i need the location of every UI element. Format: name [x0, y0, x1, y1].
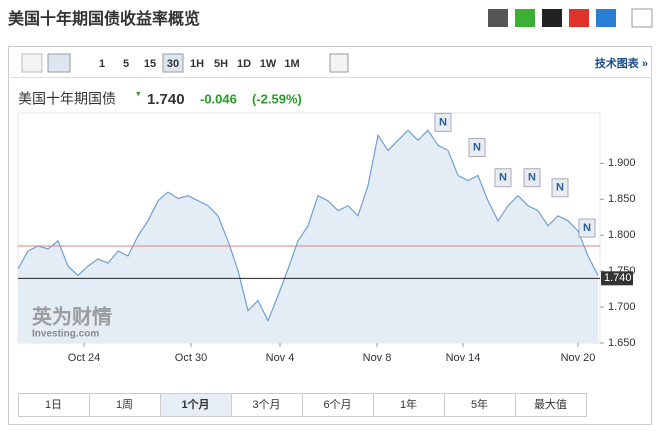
interval-button[interactable]: 1H — [190, 58, 204, 70]
y-tick-label: 1.850 — [608, 193, 636, 205]
y-tick-label: 1.800 — [608, 229, 636, 241]
x-tick-label: Nov 4 — [266, 352, 295, 364]
interval-button[interactable]: 5 — [123, 58, 129, 70]
range-tab-label: 3个月 — [252, 398, 280, 411]
weibo-icon[interactable] — [569, 9, 589, 27]
news-marker-label: N — [583, 222, 591, 234]
star-icon[interactable] — [596, 9, 616, 27]
news-marker[interactable] — [551, 178, 569, 198]
range-tab-label: 1个月 — [181, 397, 209, 411]
area — [18, 130, 598, 343]
news-marker-label: N — [439, 116, 447, 128]
line-button[interactable] — [47, 53, 71, 73]
down-arrow: ▾ — [136, 88, 141, 98]
range-tab-label: 1日 — [45, 399, 62, 411]
quote-change: -0.046 — [200, 91, 237, 106]
wechat-icon[interactable] — [515, 9, 535, 27]
tech-chart-link[interactable]: 技术图表 » — [595, 56, 648, 70]
news-marker-label: N — [473, 141, 481, 153]
x-tick-label: Nov 8 — [363, 352, 392, 364]
quote-change-pct: (-2.59%) — [252, 91, 302, 106]
news-marker-label: N — [499, 172, 507, 184]
frame — [8, 46, 652, 425]
news-marker[interactable] — [434, 112, 452, 132]
share-icons[interactable] — [488, 8, 653, 28]
interval-selected — [162, 53, 184, 73]
title: 美国十年期国债收益率概览 — [8, 9, 200, 28]
last-price-label: 1.740 — [604, 272, 632, 284]
range-tab[interactable] — [515, 393, 587, 417]
interval-button[interactable]: 1W — [260, 58, 277, 70]
range-tab-label: 1周 — [116, 398, 133, 411]
mail-icon[interactable] — [488, 9, 508, 27]
range-tab-label: 6个月 — [323, 398, 351, 411]
logo-site: Investing.com — [32, 329, 99, 340]
y-tick-label: 1.650 — [608, 337, 636, 349]
quote-name: 美国十年期国债 — [18, 91, 116, 107]
news-marker[interactable] — [494, 168, 512, 188]
qq-icon[interactable] — [542, 9, 562, 27]
news-marker-label: N — [528, 172, 536, 184]
news-marker[interactable] — [578, 218, 596, 238]
news-marker[interactable] — [468, 138, 486, 158]
range-tab-label: 5年 — [471, 397, 488, 411]
price-line — [17, 129, 599, 323]
interval-button[interactable]: 5H — [214, 58, 228, 70]
x-tick-label: Oct 24 — [68, 352, 100, 364]
y-tick-label: 1.700 — [608, 301, 636, 313]
info-icon[interactable] — [631, 8, 653, 28]
logo: 英为财情 — [32, 304, 112, 328]
interval-button[interactable]: 1D — [237, 58, 251, 70]
x-tick-label: Nov 20 — [561, 352, 596, 364]
y-tick-label: 1.900 — [608, 157, 636, 169]
x-tick-label: Oct 30 — [175, 352, 207, 364]
interval-button[interactable]: 1M — [284, 58, 299, 70]
range-tab-label: 1年 — [400, 397, 417, 411]
last-price-box — [601, 271, 633, 286]
quote-price: 1.740 — [147, 91, 185, 108]
interval-button[interactable]: 1 — [99, 58, 105, 70]
range-tab-label: 最大值 — [534, 397, 567, 411]
interval-button[interactable]: 15 — [144, 58, 156, 70]
candle-button[interactable] — [21, 53, 43, 73]
settings-button[interactable] — [329, 53, 349, 73]
interval-button[interactable]: 30 — [167, 58, 179, 70]
news-marker-label: N — [556, 182, 564, 194]
x-tick-label: Nov 14 — [446, 352, 481, 364]
news-marker[interactable] — [523, 168, 541, 188]
